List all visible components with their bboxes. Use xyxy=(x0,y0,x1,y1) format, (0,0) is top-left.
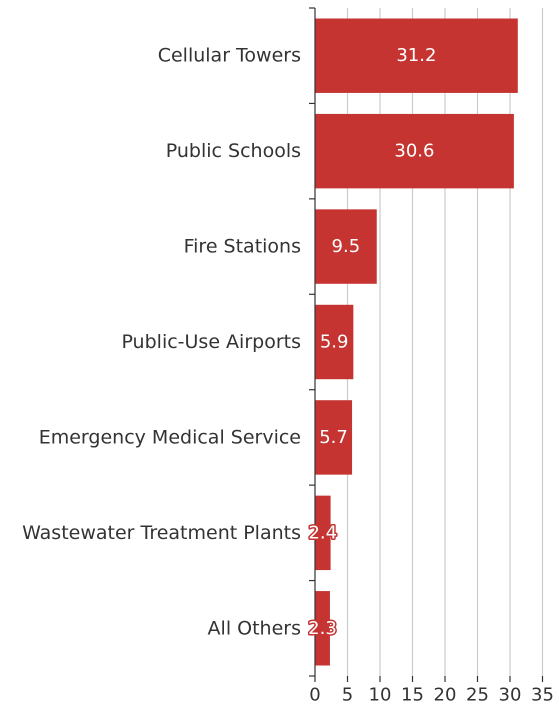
x-tick-label: 5 xyxy=(342,685,353,706)
x-tick-label: 35 xyxy=(531,685,554,706)
value-label: 2.3 xyxy=(308,618,337,639)
x-tick-label: 30 xyxy=(499,685,522,706)
axes: 0 5 10 15 20 25 30 35 xyxy=(309,7,554,706)
value-label: 5.9 xyxy=(320,332,349,353)
bar-3[interactable] xyxy=(315,304,354,380)
value-label: 9.5 xyxy=(332,236,361,257)
category-label: Public-Use Airports xyxy=(121,331,301,353)
bar-1[interactable] xyxy=(315,113,514,189)
grid-lines xyxy=(346,8,544,676)
category-label: Emergency Medical Service xyxy=(39,426,301,448)
bar-4[interactable] xyxy=(315,400,353,475)
x-tick-label: 20 xyxy=(434,685,457,706)
x-tick-label: 0 xyxy=(309,685,320,706)
value-label: 2.4 xyxy=(308,522,337,543)
bar-0[interactable] xyxy=(315,18,518,93)
x-tick-label: 10 xyxy=(369,685,392,706)
value-label: 30.6 xyxy=(394,141,434,162)
value-label: 31.2 xyxy=(396,45,436,66)
category-label: Wastewater Treatment Plants xyxy=(22,522,301,544)
category-label: All Others xyxy=(208,617,301,639)
bars xyxy=(315,18,518,666)
bar-6[interactable] xyxy=(315,591,330,666)
category-label: Public Schools xyxy=(166,140,301,162)
value-label: 5.7 xyxy=(319,427,348,448)
x-tick-label: 15 xyxy=(401,685,424,706)
category-label: Fire Stations xyxy=(184,236,301,258)
category-label: Cellular Towers xyxy=(158,45,301,67)
x-tick-label: 25 xyxy=(466,685,489,706)
bar-5[interactable] xyxy=(315,495,331,571)
bar-2[interactable] xyxy=(315,209,377,284)
labels: Cellular Towers 31.2 Public Schools 30.6 Fir… xyxy=(22,45,436,641)
